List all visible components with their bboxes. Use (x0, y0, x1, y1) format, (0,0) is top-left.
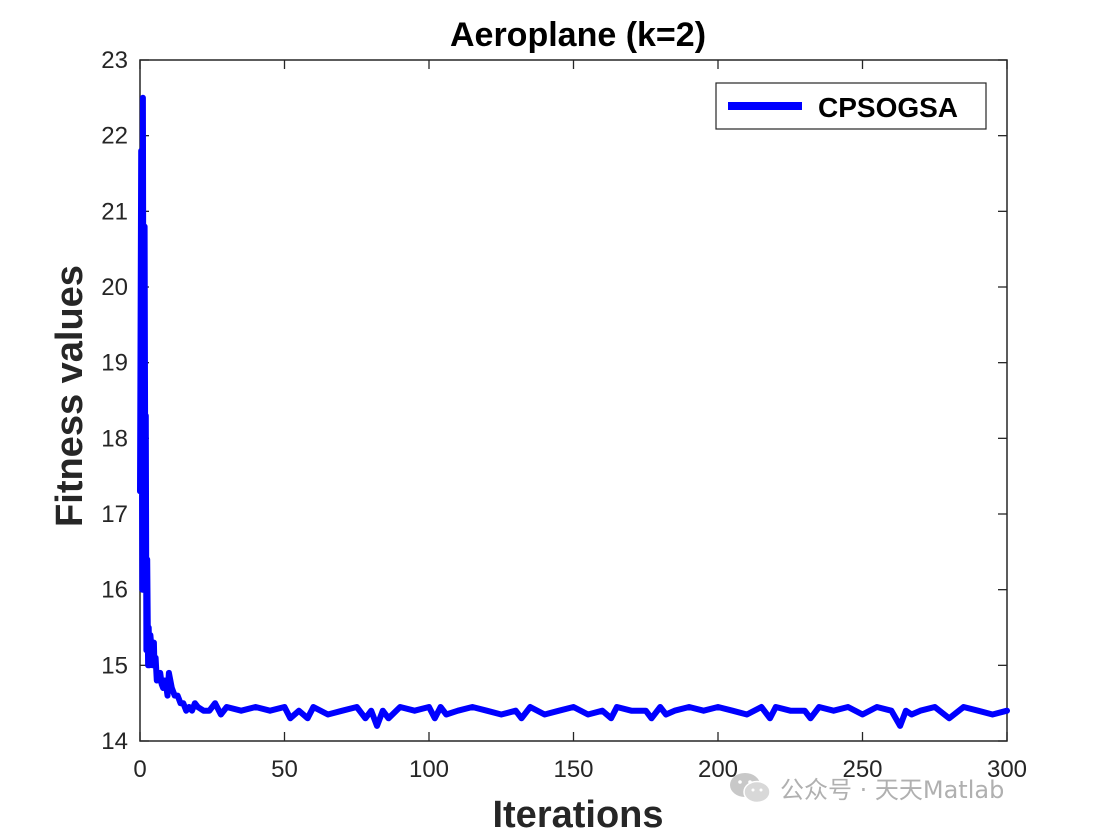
x-tick-label: 50 (271, 756, 298, 783)
x-tick-label: 200 (698, 756, 738, 783)
y-tick-label: 21 (101, 198, 128, 225)
x-axis-label: Iterations (492, 794, 663, 832)
y-tick-label: 16 (101, 577, 128, 604)
y-tick-label: 15 (101, 652, 128, 679)
chart-title: Aeroplane (k=2) (450, 16, 706, 54)
plot-area (139, 59, 1008, 742)
y-tick-label: 20 (101, 274, 128, 301)
watermark-text: 公众号 · 天天Matlab (780, 776, 1005, 804)
y-tick-label: 23 (101, 47, 128, 74)
x-tick-label: 250 (842, 756, 882, 783)
legend-label: CPSOGSA (818, 92, 958, 123)
x-tick-label: 0 (133, 756, 146, 783)
wechat-icon (730, 772, 771, 803)
x-tick-label: 300 (987, 756, 1027, 783)
y-axis-label: Fitness values (49, 265, 91, 527)
series-line-cpsogsa (137, 94, 1010, 729)
y-tick-label: 22 (101, 123, 128, 150)
y-tick-label: 17 (101, 501, 128, 528)
x-tick-label: 100 (409, 756, 449, 783)
x-tick-label: 150 (553, 756, 593, 783)
axis-ticks: 0 50 100 150 200 250 300 14 15 16 17 18 19 20 21 22 23 (101, 47, 1027, 783)
y-tick-label: 19 (101, 350, 128, 377)
legend: CPSOGSA (715, 82, 987, 130)
y-tick-label: 14 (101, 728, 128, 755)
watermark: 公众号 · 天天Matlab (728, 770, 1004, 805)
y-tick-label: 18 (101, 425, 128, 452)
series-lines (137, 94, 1010, 729)
